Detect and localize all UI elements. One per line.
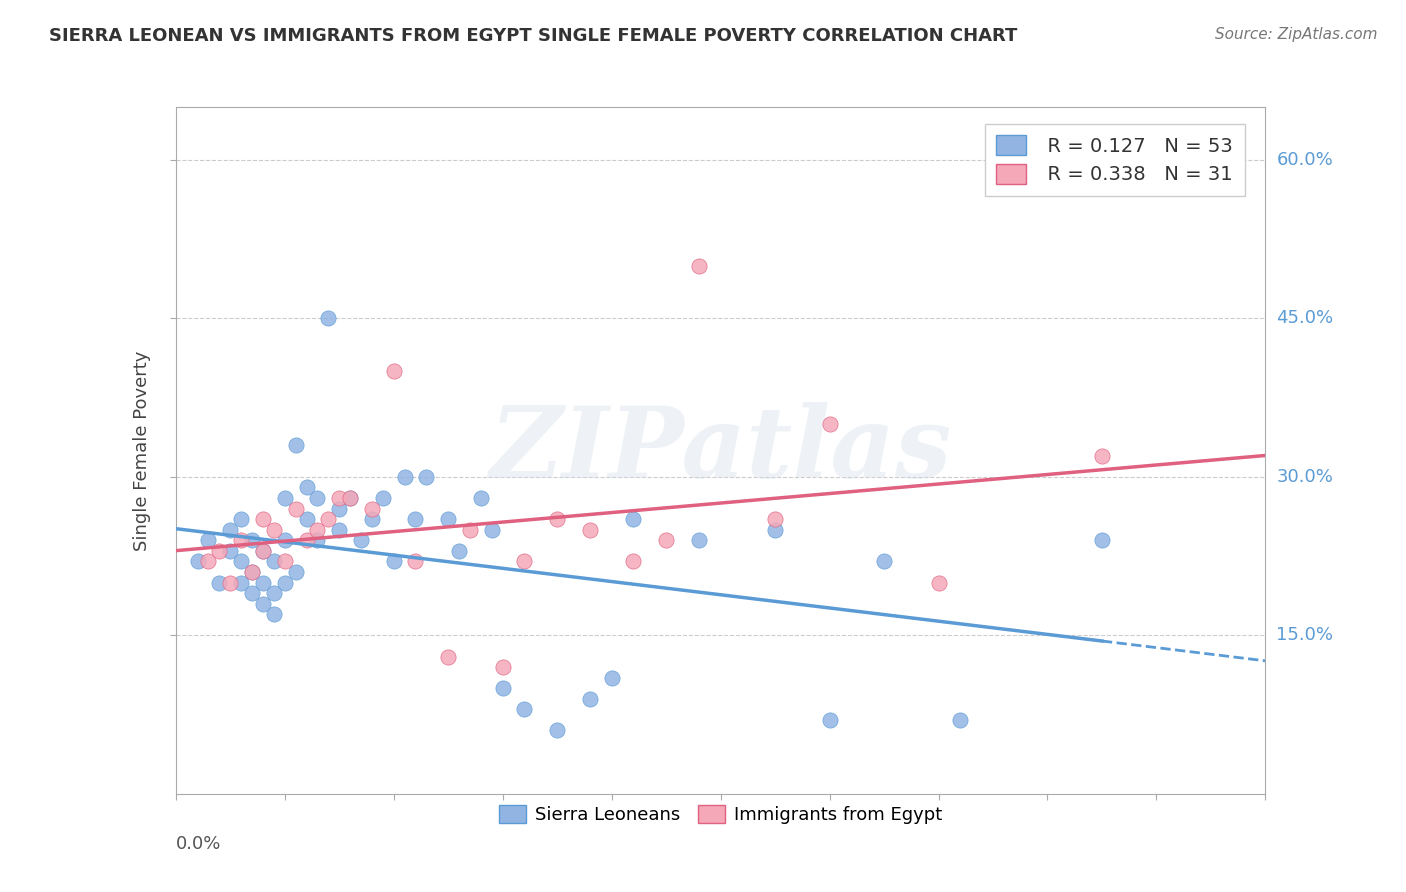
- Point: [240, 565, 263, 579]
- Point: [513, 554, 536, 568]
- Point: [219, 544, 242, 558]
- Point: [360, 501, 382, 516]
- Point: [263, 554, 285, 568]
- Text: SIERRA LEONEAN VS IMMIGRANTS FROM EGYPT SINGLE FEMALE POVERTY CORRELATION CHART: SIERRA LEONEAN VS IMMIGRANTS FROM EGYPT …: [49, 27, 1018, 45]
- Point: [318, 311, 340, 326]
- Point: [318, 512, 340, 526]
- Point: [307, 523, 329, 537]
- Point: [1091, 533, 1114, 548]
- Point: [382, 364, 405, 378]
- Point: [579, 691, 602, 706]
- Point: [307, 491, 329, 505]
- Point: [405, 554, 427, 568]
- Point: [655, 533, 678, 548]
- Point: [208, 544, 231, 558]
- Point: [284, 438, 307, 452]
- Point: [252, 544, 274, 558]
- Text: 15.0%: 15.0%: [1277, 626, 1333, 644]
- Text: 45.0%: 45.0%: [1277, 310, 1333, 327]
- Point: [818, 417, 841, 431]
- Point: [263, 607, 285, 622]
- Point: [328, 501, 350, 516]
- Point: [492, 681, 515, 696]
- Point: [252, 544, 274, 558]
- Point: [481, 523, 503, 537]
- Point: [219, 523, 242, 537]
- Point: [295, 480, 318, 494]
- Point: [763, 512, 786, 526]
- Point: [394, 470, 416, 484]
- Text: 60.0%: 60.0%: [1277, 151, 1333, 169]
- Point: [208, 575, 231, 590]
- Point: [186, 554, 209, 568]
- Point: [274, 575, 297, 590]
- Point: [579, 523, 602, 537]
- Point: [818, 713, 841, 727]
- Point: [263, 586, 285, 600]
- Point: [339, 491, 361, 505]
- Point: [350, 533, 373, 548]
- Point: [688, 533, 710, 548]
- Point: [328, 523, 350, 537]
- Y-axis label: Single Female Poverty: Single Female Poverty: [134, 351, 152, 550]
- Legend: Sierra Leoneans, Immigrants from Egypt: Sierra Leoneans, Immigrants from Egypt: [489, 796, 952, 833]
- Text: ZIPatlas: ZIPatlas: [489, 402, 952, 499]
- Point: [415, 470, 437, 484]
- Point: [492, 660, 515, 674]
- Point: [437, 649, 460, 664]
- Point: [240, 533, 263, 548]
- Point: [360, 512, 382, 526]
- Point: [231, 554, 253, 568]
- Point: [274, 533, 297, 548]
- Point: [263, 523, 285, 537]
- Point: [295, 512, 318, 526]
- Point: [197, 554, 219, 568]
- Point: [240, 565, 263, 579]
- Point: [231, 512, 253, 526]
- Point: [274, 554, 297, 568]
- Point: [231, 533, 253, 548]
- Point: [763, 523, 786, 537]
- Point: [307, 533, 329, 548]
- Point: [284, 565, 307, 579]
- Point: [339, 491, 361, 505]
- Point: [240, 586, 263, 600]
- Point: [437, 512, 460, 526]
- Point: [949, 713, 972, 727]
- Point: [274, 491, 297, 505]
- Point: [447, 544, 470, 558]
- Point: [546, 723, 568, 738]
- Point: [873, 554, 896, 568]
- Point: [219, 575, 242, 590]
- Point: [1091, 449, 1114, 463]
- Point: [621, 554, 644, 568]
- Point: [231, 575, 253, 590]
- Point: [252, 512, 274, 526]
- Point: [382, 554, 405, 568]
- Point: [928, 575, 950, 590]
- Text: 0.0%: 0.0%: [176, 835, 221, 853]
- Point: [252, 597, 274, 611]
- Point: [546, 512, 568, 526]
- Point: [513, 702, 536, 716]
- Point: [371, 491, 394, 505]
- Point: [328, 491, 350, 505]
- Point: [600, 671, 623, 685]
- Point: [405, 512, 427, 526]
- Text: 30.0%: 30.0%: [1277, 468, 1333, 486]
- Point: [458, 523, 481, 537]
- Point: [284, 501, 307, 516]
- Text: Source: ZipAtlas.com: Source: ZipAtlas.com: [1215, 27, 1378, 42]
- Point: [252, 575, 274, 590]
- Point: [688, 259, 710, 273]
- Point: [295, 533, 318, 548]
- Point: [470, 491, 492, 505]
- Point: [197, 533, 219, 548]
- Point: [621, 512, 644, 526]
